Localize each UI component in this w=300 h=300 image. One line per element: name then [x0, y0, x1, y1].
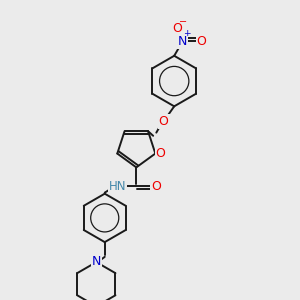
- Text: O: O: [159, 115, 169, 128]
- Text: O: O: [172, 22, 182, 35]
- Text: HN: HN: [109, 180, 126, 193]
- Text: O: O: [156, 147, 166, 160]
- Text: N: N: [178, 34, 187, 48]
- Text: N: N: [92, 255, 101, 268]
- Text: +: +: [183, 29, 190, 38]
- Text: O: O: [196, 34, 206, 48]
- Text: O: O: [152, 180, 161, 193]
- Text: −: −: [178, 17, 187, 27]
